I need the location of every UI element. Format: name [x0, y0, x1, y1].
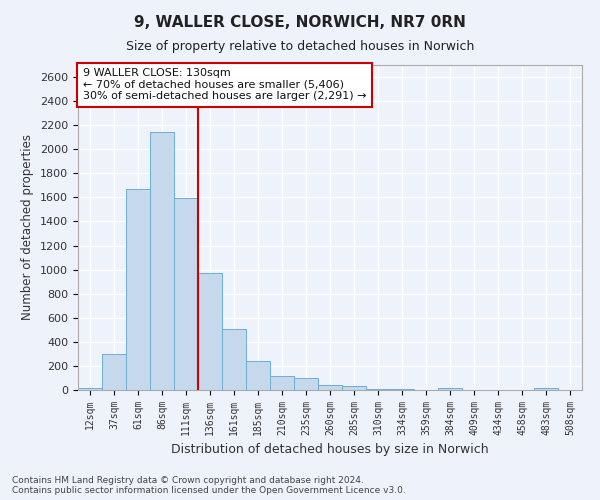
- Bar: [246, 360, 270, 390]
- Bar: [126, 189, 150, 390]
- Bar: [174, 198, 198, 390]
- Bar: [198, 273, 222, 390]
- Bar: [294, 378, 318, 390]
- Bar: [534, 388, 558, 390]
- X-axis label: Distribution of detached houses by size in Norwich: Distribution of detached houses by size …: [171, 444, 489, 456]
- Y-axis label: Number of detached properties: Number of detached properties: [22, 134, 34, 320]
- Bar: [78, 388, 102, 390]
- Bar: [318, 384, 342, 390]
- Bar: [150, 132, 174, 390]
- Bar: [342, 386, 366, 390]
- Bar: [270, 376, 294, 390]
- Text: 9, WALLER CLOSE, NORWICH, NR7 0RN: 9, WALLER CLOSE, NORWICH, NR7 0RN: [134, 15, 466, 30]
- Bar: [102, 354, 126, 390]
- Text: Contains HM Land Registry data © Crown copyright and database right 2024.
Contai: Contains HM Land Registry data © Crown c…: [12, 476, 406, 495]
- Text: 9 WALLER CLOSE: 130sqm
← 70% of detached houses are smaller (5,406)
30% of semi-: 9 WALLER CLOSE: 130sqm ← 70% of detached…: [83, 68, 367, 102]
- Bar: [366, 389, 390, 390]
- Text: Size of property relative to detached houses in Norwich: Size of property relative to detached ho…: [126, 40, 474, 53]
- Bar: [438, 388, 462, 390]
- Bar: [222, 328, 246, 390]
